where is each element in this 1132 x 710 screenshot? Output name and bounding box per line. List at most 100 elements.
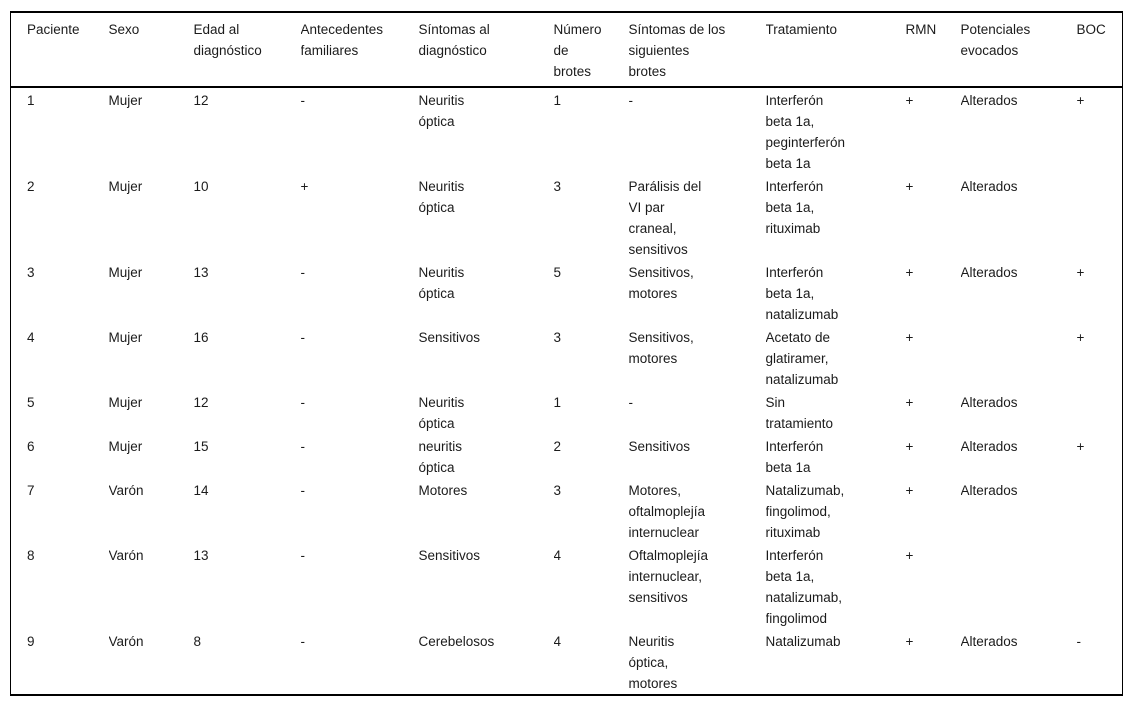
column-header: Síntomas al diagnóstico [418, 12, 554, 88]
table-cell: - [300, 330, 306, 345]
table-cell: Alterados [960, 179, 1018, 194]
table-cell: Mujer [108, 93, 143, 108]
table-cell: Alterados [960, 483, 1018, 498]
table-row: 9 Varón 8 - Cerebelosos 4 Neuritis óptica, mot… [11, 629, 1123, 695]
table-cell: 14 [193, 483, 209, 498]
table-cell: 9 [27, 634, 35, 649]
table-cell: Sin tratamiento [765, 395, 834, 431]
table-row: 2 Mujer 10 + Neuritis óptica 3 Parálisis del V… [11, 174, 1123, 260]
table-cell: Natalizumab, fingolimod, rituximab [765, 483, 845, 540]
column-header: Síntomas de los siguientes brotes [628, 12, 766, 88]
table-cell: Motores, oftalmoplejía internuclear [628, 483, 706, 540]
table-cell: 13 [193, 548, 209, 563]
table-cell: 1 [27, 93, 35, 108]
table-cell: Neuritis óptica [418, 265, 465, 301]
table-cell: 6 [27, 439, 35, 454]
table-row: 8 Varón 13 - Sensitivos 4 Oftalmoplejía intern… [11, 543, 1123, 629]
table-cell: 2 [553, 439, 562, 454]
table-cell: Sensitivos [418, 330, 481, 345]
table-cell: Acetato de glatiramer, natalizumab [765, 330, 839, 387]
table-cell: 13 [193, 265, 209, 280]
table-cell: Alterados [960, 395, 1018, 410]
table-cell: + [905, 483, 914, 498]
table-cell: 1 [553, 93, 562, 108]
table-cell: 3 [27, 265, 35, 280]
table-cell: Neuritis óptica [418, 93, 465, 129]
table-cell: Mujer [108, 330, 143, 345]
table-cell: Mujer [108, 395, 143, 410]
table-cell: Parálisis del VI par craneal, sensitivos [628, 179, 702, 257]
column-header: BOC [1076, 12, 1123, 88]
column-header: Sexo [108, 12, 194, 88]
table-cell: 16 [193, 330, 209, 345]
table-cell: Mujer [108, 439, 143, 454]
column-header: RMN [905, 12, 961, 88]
table-cell: + [905, 634, 914, 649]
table-cell: - [300, 439, 306, 454]
table-cell: + [1076, 439, 1085, 454]
table-cell: Interferón beta 1a [765, 439, 824, 475]
table-cell: + [905, 93, 914, 108]
table-cell [1077, 478, 1123, 543]
table-cell: + [905, 395, 914, 410]
table-cell: - [300, 395, 306, 410]
table-cell: Mujer [108, 179, 143, 194]
table-cell [1077, 543, 1123, 629]
table-cell: Neuritis óptica [418, 179, 465, 215]
table-cell: 10 [193, 179, 209, 194]
column-header: Edad al diagnóstico [193, 12, 301, 88]
table-cell: 12 [193, 395, 209, 410]
table-cell: 3 [553, 330, 562, 345]
table-cell: Cerebelosos [418, 634, 495, 649]
table-cell: Varón [108, 483, 144, 498]
table-cell: + [1076, 330, 1085, 345]
table-cell: + [905, 179, 914, 194]
column-header: Potenciales evocados [960, 12, 1077, 88]
table-cell: 5 [27, 395, 35, 410]
table-cell: - [628, 395, 634, 410]
column-header: Paciente [10, 12, 109, 88]
table-cell: Sensitivos, motores [628, 330, 694, 366]
table-cell: Neuritis óptica [418, 395, 465, 431]
column-header: Tratamiento [765, 12, 906, 88]
table-cell: neuritis óptica [418, 439, 463, 475]
table-cell [961, 325, 1077, 390]
table-cell: - [300, 93, 306, 108]
table-cell: Neuritis óptica, motores [628, 634, 678, 691]
table-body: 1 Mujer 12 - Neuritis óptica 1 - Interferón bet… [11, 87, 1123, 695]
table-cell: 15 [193, 439, 209, 454]
table-cell: Interferón beta 1a, rituximab [765, 179, 824, 236]
table-cell: - [300, 265, 306, 280]
table-cell: + [905, 548, 914, 563]
table-cell: Natalizumab [765, 634, 841, 649]
table-cell: - [628, 93, 634, 108]
table-cell: 3 [553, 483, 562, 498]
table-cell: Sensitivos [628, 439, 691, 454]
table-cell: - [300, 483, 306, 498]
table-cell: + [905, 265, 914, 280]
table-cell [1077, 390, 1123, 434]
table-cell: Alterados [960, 93, 1018, 108]
table-row: 7 Varón 14 - Motores 3 Motores, oftalmoplejía … [11, 478, 1123, 543]
column-header: Antecedentes familiares [300, 12, 419, 88]
table-cell: Interferón beta 1a, peginterferón beta 1… [765, 93, 846, 171]
table-cell: - [1076, 634, 1082, 649]
table-cell: Alterados [960, 439, 1018, 454]
table-cell: Sensitivos [418, 548, 481, 563]
table-cell: Oftalmoplejía internuclear, sensitivos [628, 548, 709, 605]
table-row: 3 Mujer 13 - Neuritis óptica 5 Sensitivos, mot… [11, 260, 1123, 325]
table-cell: Varón [108, 634, 144, 649]
table-cell: 12 [193, 93, 209, 108]
table-cell: 4 [553, 634, 562, 649]
table-cell: Interferón beta 1a, natalizumab [765, 265, 839, 322]
table-cell: - [300, 634, 306, 649]
table-cell: 3 [553, 179, 562, 194]
table-row: 5 Mujer 12 - Neuritis óptica 1 - Sin tratamient… [11, 390, 1123, 434]
table-cell: Mujer [108, 265, 143, 280]
table-cell: Sensitivos, motores [628, 265, 694, 301]
table-cell: + [300, 179, 309, 194]
table-row: 1 Mujer 12 - Neuritis óptica 1 - Interferón bet… [11, 87, 1123, 174]
table-cell: 7 [27, 483, 35, 498]
header-row: Paciente Sexo Edad al diagnóstico Anteceden… [10, 12, 1123, 88]
